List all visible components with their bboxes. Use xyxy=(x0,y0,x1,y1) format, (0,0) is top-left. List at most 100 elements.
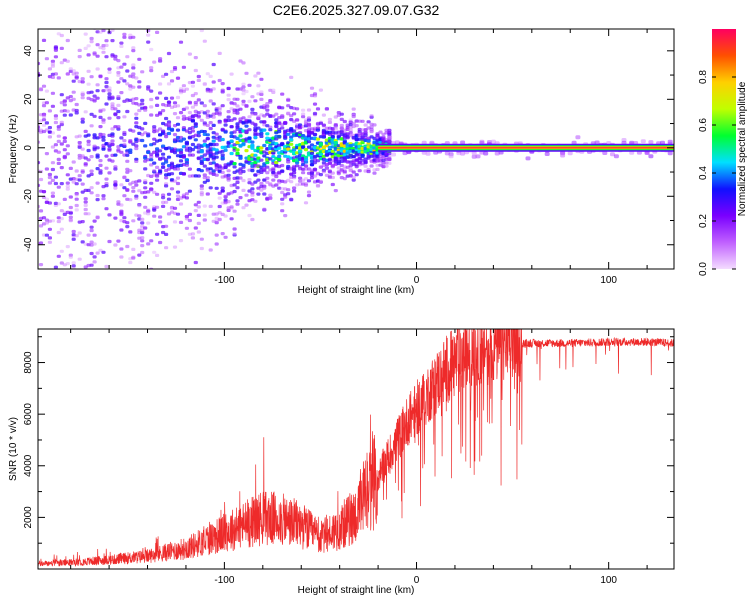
spectrogram-cell xyxy=(101,120,106,124)
spectrogram-cell xyxy=(172,66,178,70)
spectrogram-cell xyxy=(241,99,246,103)
spectrogram-cell xyxy=(175,76,181,80)
spectrogram-cell xyxy=(175,190,181,194)
spectrogram-cell xyxy=(336,161,341,166)
spectrogram-cell xyxy=(306,194,312,198)
spectrogram-cell xyxy=(339,117,344,121)
spectrogram-cell xyxy=(41,190,47,194)
spectrogram-cell xyxy=(309,176,315,180)
spectrogram-cell xyxy=(119,41,124,45)
spectrogram-cell xyxy=(429,140,435,145)
spectrogram-cell xyxy=(155,178,160,182)
spectrogram-cell xyxy=(107,213,112,217)
spectrogram-cell xyxy=(312,167,318,171)
spectrogram-cell xyxy=(217,111,222,115)
spectrogram-cell xyxy=(363,123,368,127)
spectrogram-cell xyxy=(95,216,100,220)
spectrogram-cell xyxy=(184,215,189,219)
spectrogram-cell xyxy=(161,204,166,208)
spectrogram-cell xyxy=(107,70,112,74)
spectrogram-cell xyxy=(146,33,151,37)
spectrogram-cell xyxy=(268,196,273,200)
spectrogram-cell xyxy=(610,152,615,157)
spectrogram-cell xyxy=(83,110,88,114)
spectrogram-cell xyxy=(208,186,213,190)
spectrogram-cell xyxy=(229,217,234,221)
spectrogram-cell xyxy=(253,122,258,126)
spectrogram-cell xyxy=(83,156,88,160)
spectrogram-cell xyxy=(315,159,321,163)
spectrogram-cell xyxy=(131,186,136,190)
spectrogram-cell xyxy=(131,142,136,146)
spectrogram-cell xyxy=(38,125,41,129)
spectrogram-cell xyxy=(98,159,103,163)
y-tick-label: -20 xyxy=(23,189,34,204)
spectrogram-cell xyxy=(77,144,82,148)
spectrogram-cell xyxy=(74,75,79,79)
spectrogram-cell xyxy=(292,186,297,190)
spectrogram-cell xyxy=(65,262,70,266)
spectrogram-cell xyxy=(193,68,198,73)
spectrogram-cell xyxy=(80,147,85,151)
spectrogram-cell xyxy=(208,204,213,208)
spectrogram-cell xyxy=(59,61,64,65)
spectrogram-cell xyxy=(178,202,184,206)
spectrogram-cell xyxy=(122,186,127,190)
spectrogram-cell xyxy=(265,132,270,136)
spectrogram-cell xyxy=(71,97,76,101)
spectrogram-cell xyxy=(125,221,130,225)
spectrogram-cell xyxy=(47,109,52,113)
spectrogram-cell xyxy=(143,121,148,125)
spectrogram-cell xyxy=(41,118,47,122)
spectrogram-cell xyxy=(89,243,94,247)
spectrogram-cell xyxy=(220,232,225,236)
spectrogram-cell xyxy=(74,102,79,107)
spectrogram-cell xyxy=(146,242,151,246)
spectrogram-cell xyxy=(164,160,169,164)
x-tick-label: 0 xyxy=(414,275,420,286)
spectrogram-cell xyxy=(336,166,341,170)
spectrogram-cell xyxy=(289,180,294,184)
x-tick-label: -100 xyxy=(214,275,234,286)
spectrogram-cell xyxy=(175,197,181,201)
spectrogram-cell xyxy=(241,92,246,96)
spectrogram-cell xyxy=(149,66,154,70)
spectrogram-cell xyxy=(92,242,97,246)
spectrogram-cell xyxy=(119,247,124,251)
spectrogram-cell xyxy=(104,85,109,89)
spectrogram-cell xyxy=(86,53,91,57)
spectrogram-cell xyxy=(71,69,76,73)
spectrogram-cell xyxy=(166,197,172,201)
colorbar-tick-label: 0.4 xyxy=(698,166,709,180)
spectrogram-cell xyxy=(301,171,306,175)
spectrogram-cell xyxy=(256,178,261,182)
spectrogram-cell xyxy=(235,151,240,155)
spectrogram-cell xyxy=(149,69,154,73)
spectrogram-cell xyxy=(193,226,198,230)
spectrogram-cell xyxy=(184,196,189,200)
spectrogram-cell xyxy=(59,93,64,97)
spectrogram-cell xyxy=(178,159,184,163)
spectrogram-cell xyxy=(202,204,207,208)
spectrogram-cell xyxy=(95,83,100,87)
spectrogram-cell xyxy=(475,154,481,159)
spectrogram-cell xyxy=(155,232,160,236)
spectrogram-cell xyxy=(59,142,64,146)
spectrogram-cell xyxy=(59,249,64,253)
spectrogram-cell xyxy=(280,190,285,195)
spectrogram-cell xyxy=(74,197,79,201)
spectrogram-cell xyxy=(122,139,127,143)
spectrogram-cell xyxy=(122,175,127,179)
spectrogram-cell xyxy=(77,55,82,59)
spectrogram-cell xyxy=(226,110,231,114)
spectrogram-cell xyxy=(327,169,332,173)
spectrogram-cell xyxy=(292,129,297,133)
spectrogram-cell xyxy=(110,132,115,136)
spectrogram-cell xyxy=(164,232,169,236)
spectrogram-cell xyxy=(71,261,76,265)
spectrogram-cell xyxy=(357,169,362,173)
spectrogram-cell xyxy=(53,120,58,125)
spectrogram-cell xyxy=(286,192,291,196)
spectrogram-cell xyxy=(175,167,181,171)
spectrogram-cell xyxy=(166,212,172,216)
